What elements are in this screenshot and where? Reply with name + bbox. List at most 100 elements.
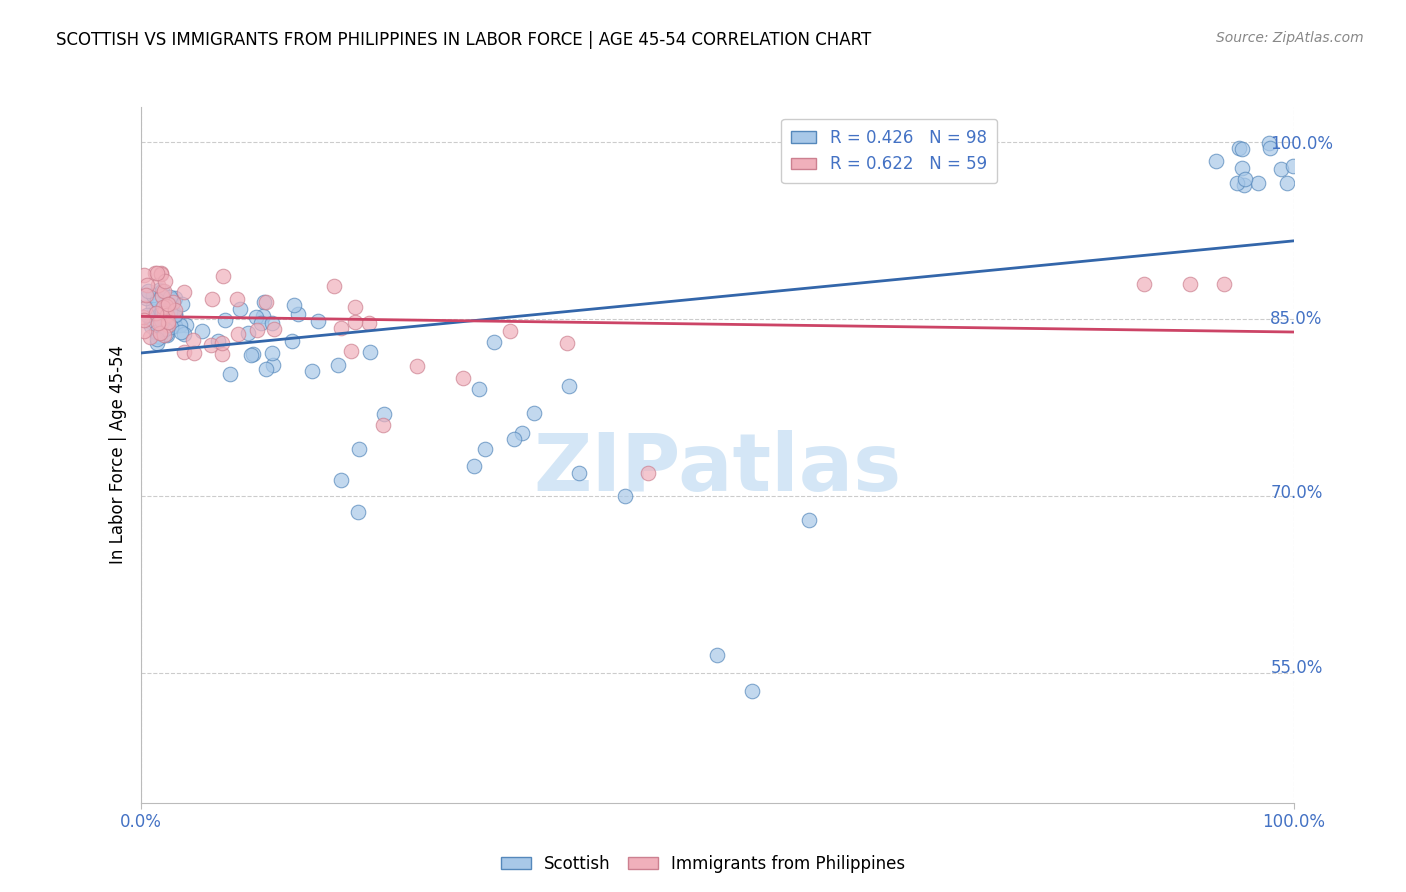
Point xyxy=(1202,140,1225,154)
Point xyxy=(742,676,765,690)
Point xyxy=(484,379,506,393)
Point xyxy=(214,330,236,344)
Point xyxy=(1254,158,1277,172)
Point xyxy=(205,343,228,357)
Point xyxy=(489,437,512,451)
Point xyxy=(426,356,449,370)
Point xyxy=(169,299,191,313)
Point xyxy=(499,333,522,347)
Point xyxy=(167,321,190,335)
Point xyxy=(1205,141,1227,155)
Point xyxy=(232,289,254,303)
Point xyxy=(367,312,389,326)
Point xyxy=(197,301,219,315)
Point xyxy=(1208,171,1230,186)
Point xyxy=(1181,153,1204,168)
Point xyxy=(1230,136,1253,150)
Point xyxy=(188,271,211,285)
Point xyxy=(195,293,218,307)
Point xyxy=(195,293,218,307)
Point xyxy=(180,333,202,347)
Point xyxy=(186,297,208,311)
Point xyxy=(536,402,558,417)
Text: ZIPatlas: ZIPatlas xyxy=(537,425,904,503)
Point xyxy=(796,508,818,522)
Point xyxy=(187,301,209,316)
Point xyxy=(202,322,225,336)
Point xyxy=(174,312,197,326)
Point xyxy=(270,343,292,358)
Point xyxy=(1241,161,1264,176)
Point xyxy=(470,368,492,382)
Point xyxy=(193,287,215,301)
Point xyxy=(183,314,205,328)
Point xyxy=(197,288,219,302)
Point xyxy=(314,304,336,318)
Point xyxy=(309,295,332,310)
Point xyxy=(215,343,238,357)
Point xyxy=(184,310,207,325)
Point xyxy=(176,285,198,300)
Point xyxy=(569,376,592,390)
Point xyxy=(1249,175,1271,189)
Point xyxy=(290,318,312,333)
Point xyxy=(347,277,370,291)
Point xyxy=(187,298,209,312)
Point xyxy=(187,281,209,295)
Point xyxy=(270,344,292,359)
Point xyxy=(187,319,209,334)
Point xyxy=(1208,178,1230,192)
Point xyxy=(370,500,392,515)
Point xyxy=(568,333,591,347)
Point xyxy=(197,305,219,319)
Point xyxy=(231,335,253,350)
Point xyxy=(354,318,377,333)
Point xyxy=(184,264,207,278)
Point xyxy=(169,288,191,302)
Point xyxy=(207,315,229,329)
Point xyxy=(188,296,211,310)
Point xyxy=(188,324,211,338)
Point xyxy=(363,341,385,355)
Point xyxy=(245,310,267,324)
Point xyxy=(179,303,201,318)
Point xyxy=(170,285,193,300)
Point xyxy=(184,265,207,279)
Point xyxy=(197,312,219,326)
Point xyxy=(183,327,205,342)
Point xyxy=(193,289,215,303)
Point xyxy=(1112,275,1135,289)
Point xyxy=(274,320,297,334)
Point xyxy=(381,313,404,327)
Point xyxy=(644,461,666,475)
Point xyxy=(240,343,263,358)
Point xyxy=(1201,175,1223,189)
Point xyxy=(172,281,194,295)
Point xyxy=(1205,161,1227,175)
Point xyxy=(170,305,193,319)
Point xyxy=(367,298,389,312)
Point xyxy=(181,326,204,340)
Point xyxy=(281,292,304,306)
Point xyxy=(242,334,264,348)
Point xyxy=(238,331,260,345)
Point xyxy=(191,294,214,309)
Point xyxy=(283,293,305,307)
Point xyxy=(394,414,416,428)
Y-axis label: In Labor Force | Age 45-54: In Labor Force | Age 45-54 xyxy=(108,341,127,560)
Point xyxy=(180,328,202,343)
Point xyxy=(188,314,211,328)
Point xyxy=(176,296,198,310)
Point xyxy=(290,313,312,327)
Point xyxy=(205,282,228,296)
Point xyxy=(180,291,202,305)
Point xyxy=(179,322,201,336)
Point xyxy=(621,484,644,499)
Point xyxy=(710,641,733,656)
Point xyxy=(242,267,264,281)
Point xyxy=(197,316,219,330)
Point xyxy=(184,285,207,300)
Point xyxy=(280,306,302,320)
Point xyxy=(181,281,204,295)
Point xyxy=(204,294,226,309)
